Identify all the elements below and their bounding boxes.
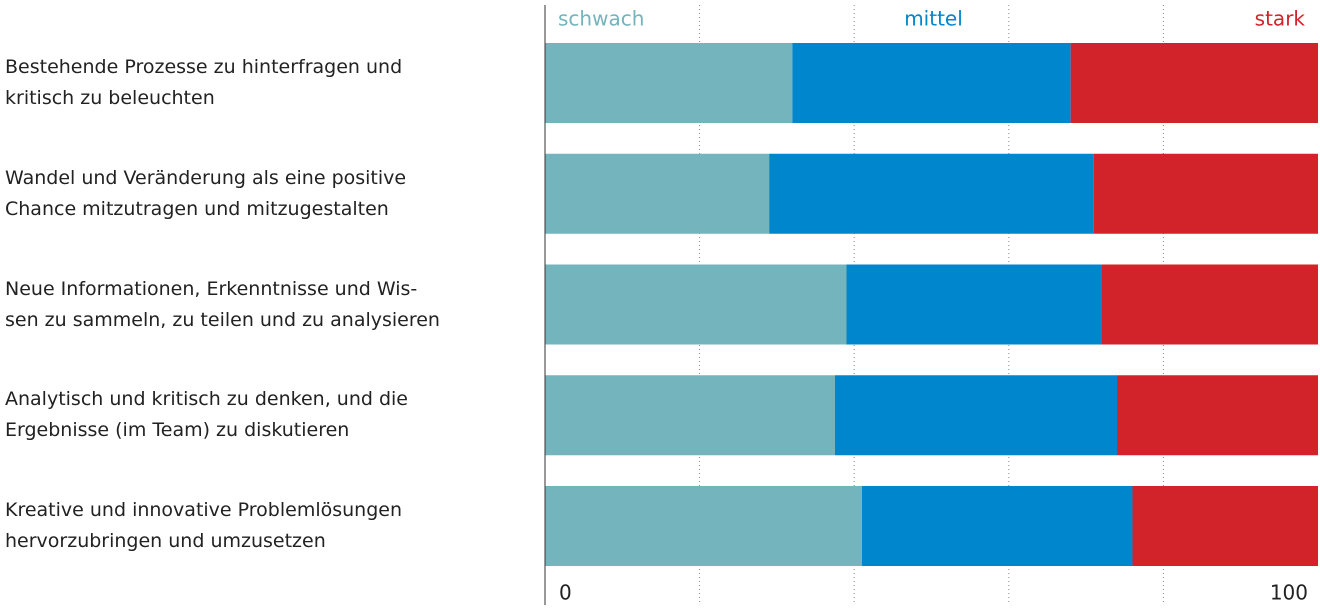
bar-segment (792, 43, 1071, 123)
legend-label: schwach (558, 7, 644, 31)
bar-segment (545, 43, 793, 123)
bar-segment (545, 153, 770, 234)
category-label: Kreative und innovative Problemlösungen … (5, 499, 403, 552)
bar-segment (545, 264, 847, 345)
bar-segment (769, 153, 1094, 234)
bar-segment (1093, 153, 1318, 234)
bar-segment (1132, 486, 1318, 566)
category-label: Neue Informationen, Erkenntnisse und Wis… (5, 277, 440, 331)
bar-segment (1070, 43, 1318, 123)
bar-segment (834, 375, 1118, 456)
bar-segment (545, 375, 835, 456)
bar-segment (545, 486, 862, 566)
bar-segment (1117, 375, 1318, 456)
bar-segment (846, 264, 1102, 345)
category-label: Analytisch und kritisch zu denken, und d… (5, 388, 408, 442)
legend-label: mittel (904, 7, 963, 31)
category-label: Bestehende Prozesse zu hinterfragen und … (5, 56, 403, 109)
bar-segment (1101, 264, 1318, 345)
x-tick-label: 100 (1270, 581, 1308, 605)
bar-segment (861, 486, 1133, 566)
category-label: Wandel und Veränderung als eine positive… (5, 166, 407, 220)
x-tick-label: 0 (559, 581, 572, 605)
legend-label: stark (1255, 7, 1306, 31)
